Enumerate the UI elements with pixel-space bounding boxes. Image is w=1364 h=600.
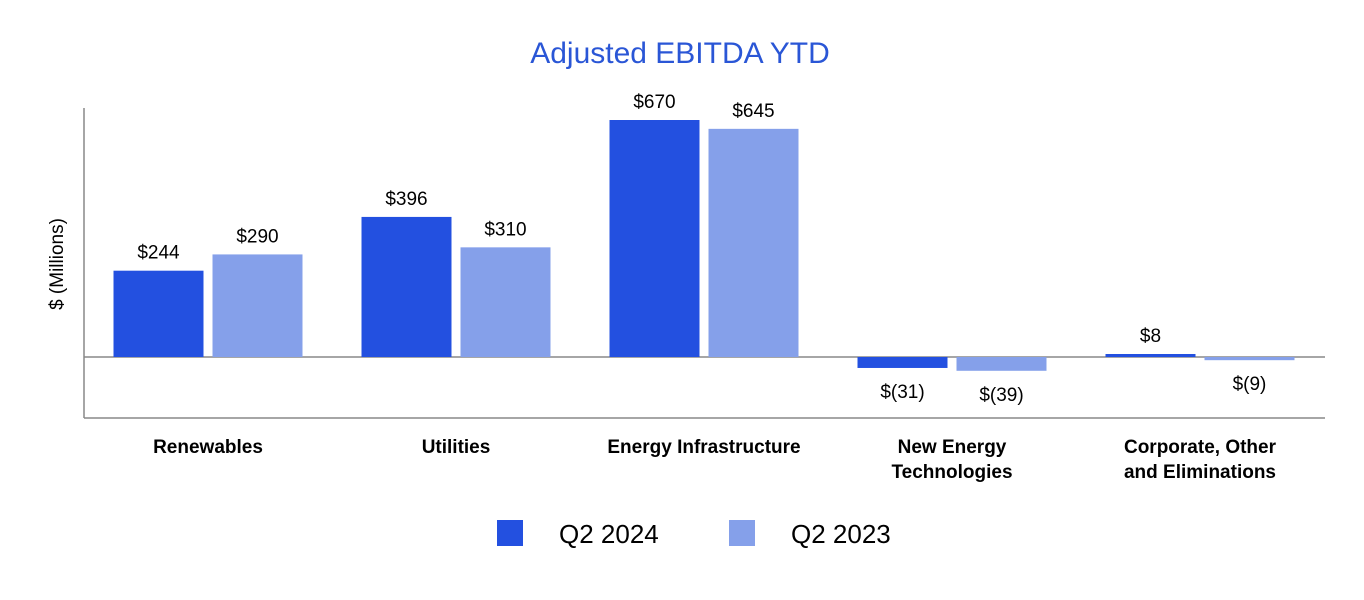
legend-label: Q2 2023 xyxy=(791,519,891,549)
bar-q2-2023-4 xyxy=(1204,357,1295,361)
bar-q2-2023-3 xyxy=(956,357,1047,371)
bar-q2-2023-0 xyxy=(212,254,303,357)
bar-q2-2024-2 xyxy=(609,120,700,357)
category-label: Renewables xyxy=(153,437,263,458)
legend: Q2 2024 Q2 2023 xyxy=(497,519,891,549)
bar-q2-2023-1 xyxy=(460,247,551,357)
chart-title: Adjusted EBITDA YTD xyxy=(530,37,830,70)
bar-q2-2024-3 xyxy=(857,357,948,368)
legend-label: Q2 2024 xyxy=(559,519,659,549)
data-label: $(31) xyxy=(880,382,924,403)
data-label: $396 xyxy=(385,189,427,210)
data-label: $8 xyxy=(1140,326,1161,347)
category-label: Corporate, Other xyxy=(1124,437,1277,458)
bars-group: $244 $290 $396 $310 $670 $645 $(31) $(39) $8 $(9) xyxy=(113,92,1295,406)
bar-q2-2023-2 xyxy=(708,128,799,357)
legend-swatch-q2-2023 xyxy=(729,520,755,546)
data-label: $310 xyxy=(484,219,526,240)
data-label: $(9) xyxy=(1233,374,1267,395)
bar-q2-2024-0 xyxy=(113,270,204,357)
data-label: $645 xyxy=(732,101,774,122)
data-label: $670 xyxy=(633,92,675,113)
category-label: New Energy xyxy=(898,437,1007,458)
data-label: $244 xyxy=(137,243,180,264)
category-label: and Eliminations xyxy=(1124,462,1276,483)
category-label: Energy Infrastructure xyxy=(607,437,800,458)
legend-swatch-q2-2024 xyxy=(497,520,523,546)
category-label: Utilities xyxy=(422,437,491,458)
category-label: Technologies xyxy=(891,462,1012,483)
data-label: $(39) xyxy=(979,385,1023,406)
data-label: $290 xyxy=(236,226,278,247)
y-axis-label: $ (Millions) xyxy=(47,218,68,310)
bar-q2-2024-4 xyxy=(1105,354,1196,357)
category-labels: Renewables Utilities Energy Infrastructure… xyxy=(153,437,1277,483)
bar-q2-2024-1 xyxy=(361,216,452,357)
